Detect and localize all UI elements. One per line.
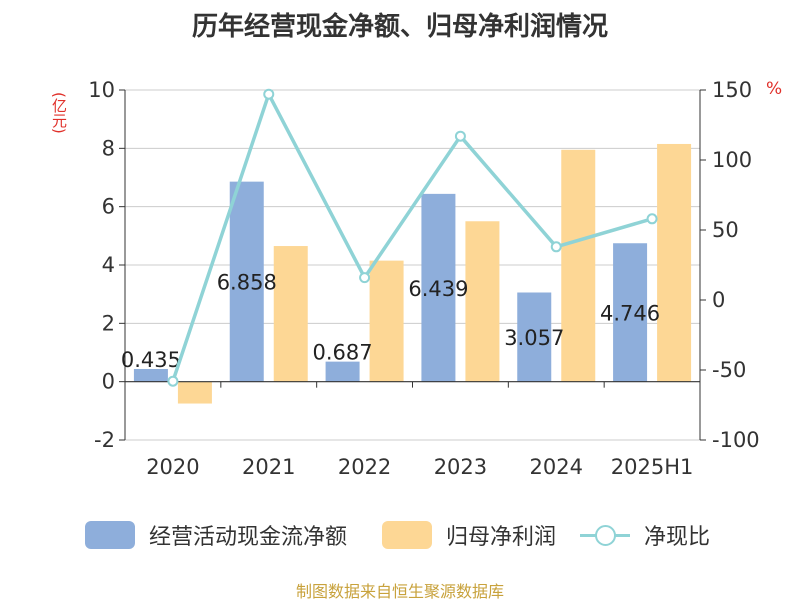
legend-item-ocf[interactable]: 经营活动现金流净额 xyxy=(85,518,347,552)
y-axis-right-label: % xyxy=(766,79,783,99)
y-tick-label-left: 10 xyxy=(88,78,115,102)
bar-ocf-data-label: 0.687 xyxy=(313,341,373,365)
y-tick-label-left: 8 xyxy=(102,136,115,160)
chart-legend: 经营活动现金流净额 归母净利润 净现比 xyxy=(0,514,800,554)
line-ratio-point xyxy=(550,241,562,253)
y-tick-label-right: 50 xyxy=(712,218,739,242)
line-ratio-point xyxy=(646,213,658,225)
bar-ocf xyxy=(133,368,168,382)
bar-profit xyxy=(465,221,500,382)
bar-ocf xyxy=(421,193,456,382)
x-tick-label: 2021 xyxy=(242,455,295,479)
bar-profit xyxy=(177,381,212,404)
line-ratio-point xyxy=(167,375,179,387)
chart-plot: -2 0 2 4 6 8 10 -100 -50 0 50 100 150 2020 2021 2022 202… xyxy=(88,78,760,479)
y-tick-label-left: 4 xyxy=(102,253,115,277)
bar-profit xyxy=(561,149,596,382)
line-ratio-point xyxy=(263,88,275,100)
bar-ocf-data-label: 0.435 xyxy=(121,348,181,372)
y-tick-label-left: 2 xyxy=(102,311,115,335)
y-tick-label-right: -100 xyxy=(712,428,760,452)
bar-ocf xyxy=(613,243,648,382)
line-ratio-point xyxy=(454,130,466,142)
y-tick-label-left: 6 xyxy=(102,195,115,219)
bar-ocf-data-label: 3.057 xyxy=(504,326,564,350)
x-tick-label: 2022 xyxy=(338,455,391,479)
bar-ocf xyxy=(325,361,360,382)
x-tick-label: 2024 xyxy=(530,455,583,479)
legend-swatch-ocf xyxy=(85,521,135,549)
legend-item-profit[interactable]: 归母净利润 xyxy=(382,518,556,552)
legend-label-profit: 归母净利润 xyxy=(446,525,557,550)
line-ratio-point xyxy=(359,272,371,284)
x-tick-label: 2025H1 xyxy=(611,455,694,479)
bar-ocf-data-label: 6.439 xyxy=(408,277,468,301)
y-tick-label-left: -2 xyxy=(94,428,115,452)
source-note: 制图数据来自恒生聚源数据库 xyxy=(295,582,504,601)
legend-label-ocf: 经营活动现金流净额 xyxy=(149,525,348,550)
legend-item-ratio[interactable]: 净现比 xyxy=(580,518,710,552)
bar-profit xyxy=(369,260,404,382)
legend-line-marker xyxy=(580,521,630,549)
legend-swatch-profit xyxy=(382,521,432,549)
bar-profit xyxy=(273,246,308,382)
y-tick-label-right: 150 xyxy=(712,78,752,102)
y-tick-label-right: 0 xyxy=(712,288,725,312)
y-tick-label-right: -50 xyxy=(712,358,746,382)
bar-ocf-data-label: 4.746 xyxy=(600,301,660,325)
y-axis-left-label: (亿元) xyxy=(50,92,68,134)
bar-ocf xyxy=(517,292,552,382)
x-tick-label: 2023 xyxy=(434,455,487,479)
bar-ocf-data-label: 6.858 xyxy=(217,271,277,295)
y-tick-label-right: 100 xyxy=(712,148,752,172)
chart-title: 历年经营现金净额、归母净利润情况 xyxy=(191,12,608,42)
line-ratio xyxy=(171,92,653,382)
x-tick-label: 2020 xyxy=(146,455,199,479)
legend-label-ratio: 净现比 xyxy=(644,525,711,550)
y-tick-label-left: 0 xyxy=(102,370,115,394)
bar-profit xyxy=(657,143,692,382)
bar-ocf xyxy=(229,181,264,382)
